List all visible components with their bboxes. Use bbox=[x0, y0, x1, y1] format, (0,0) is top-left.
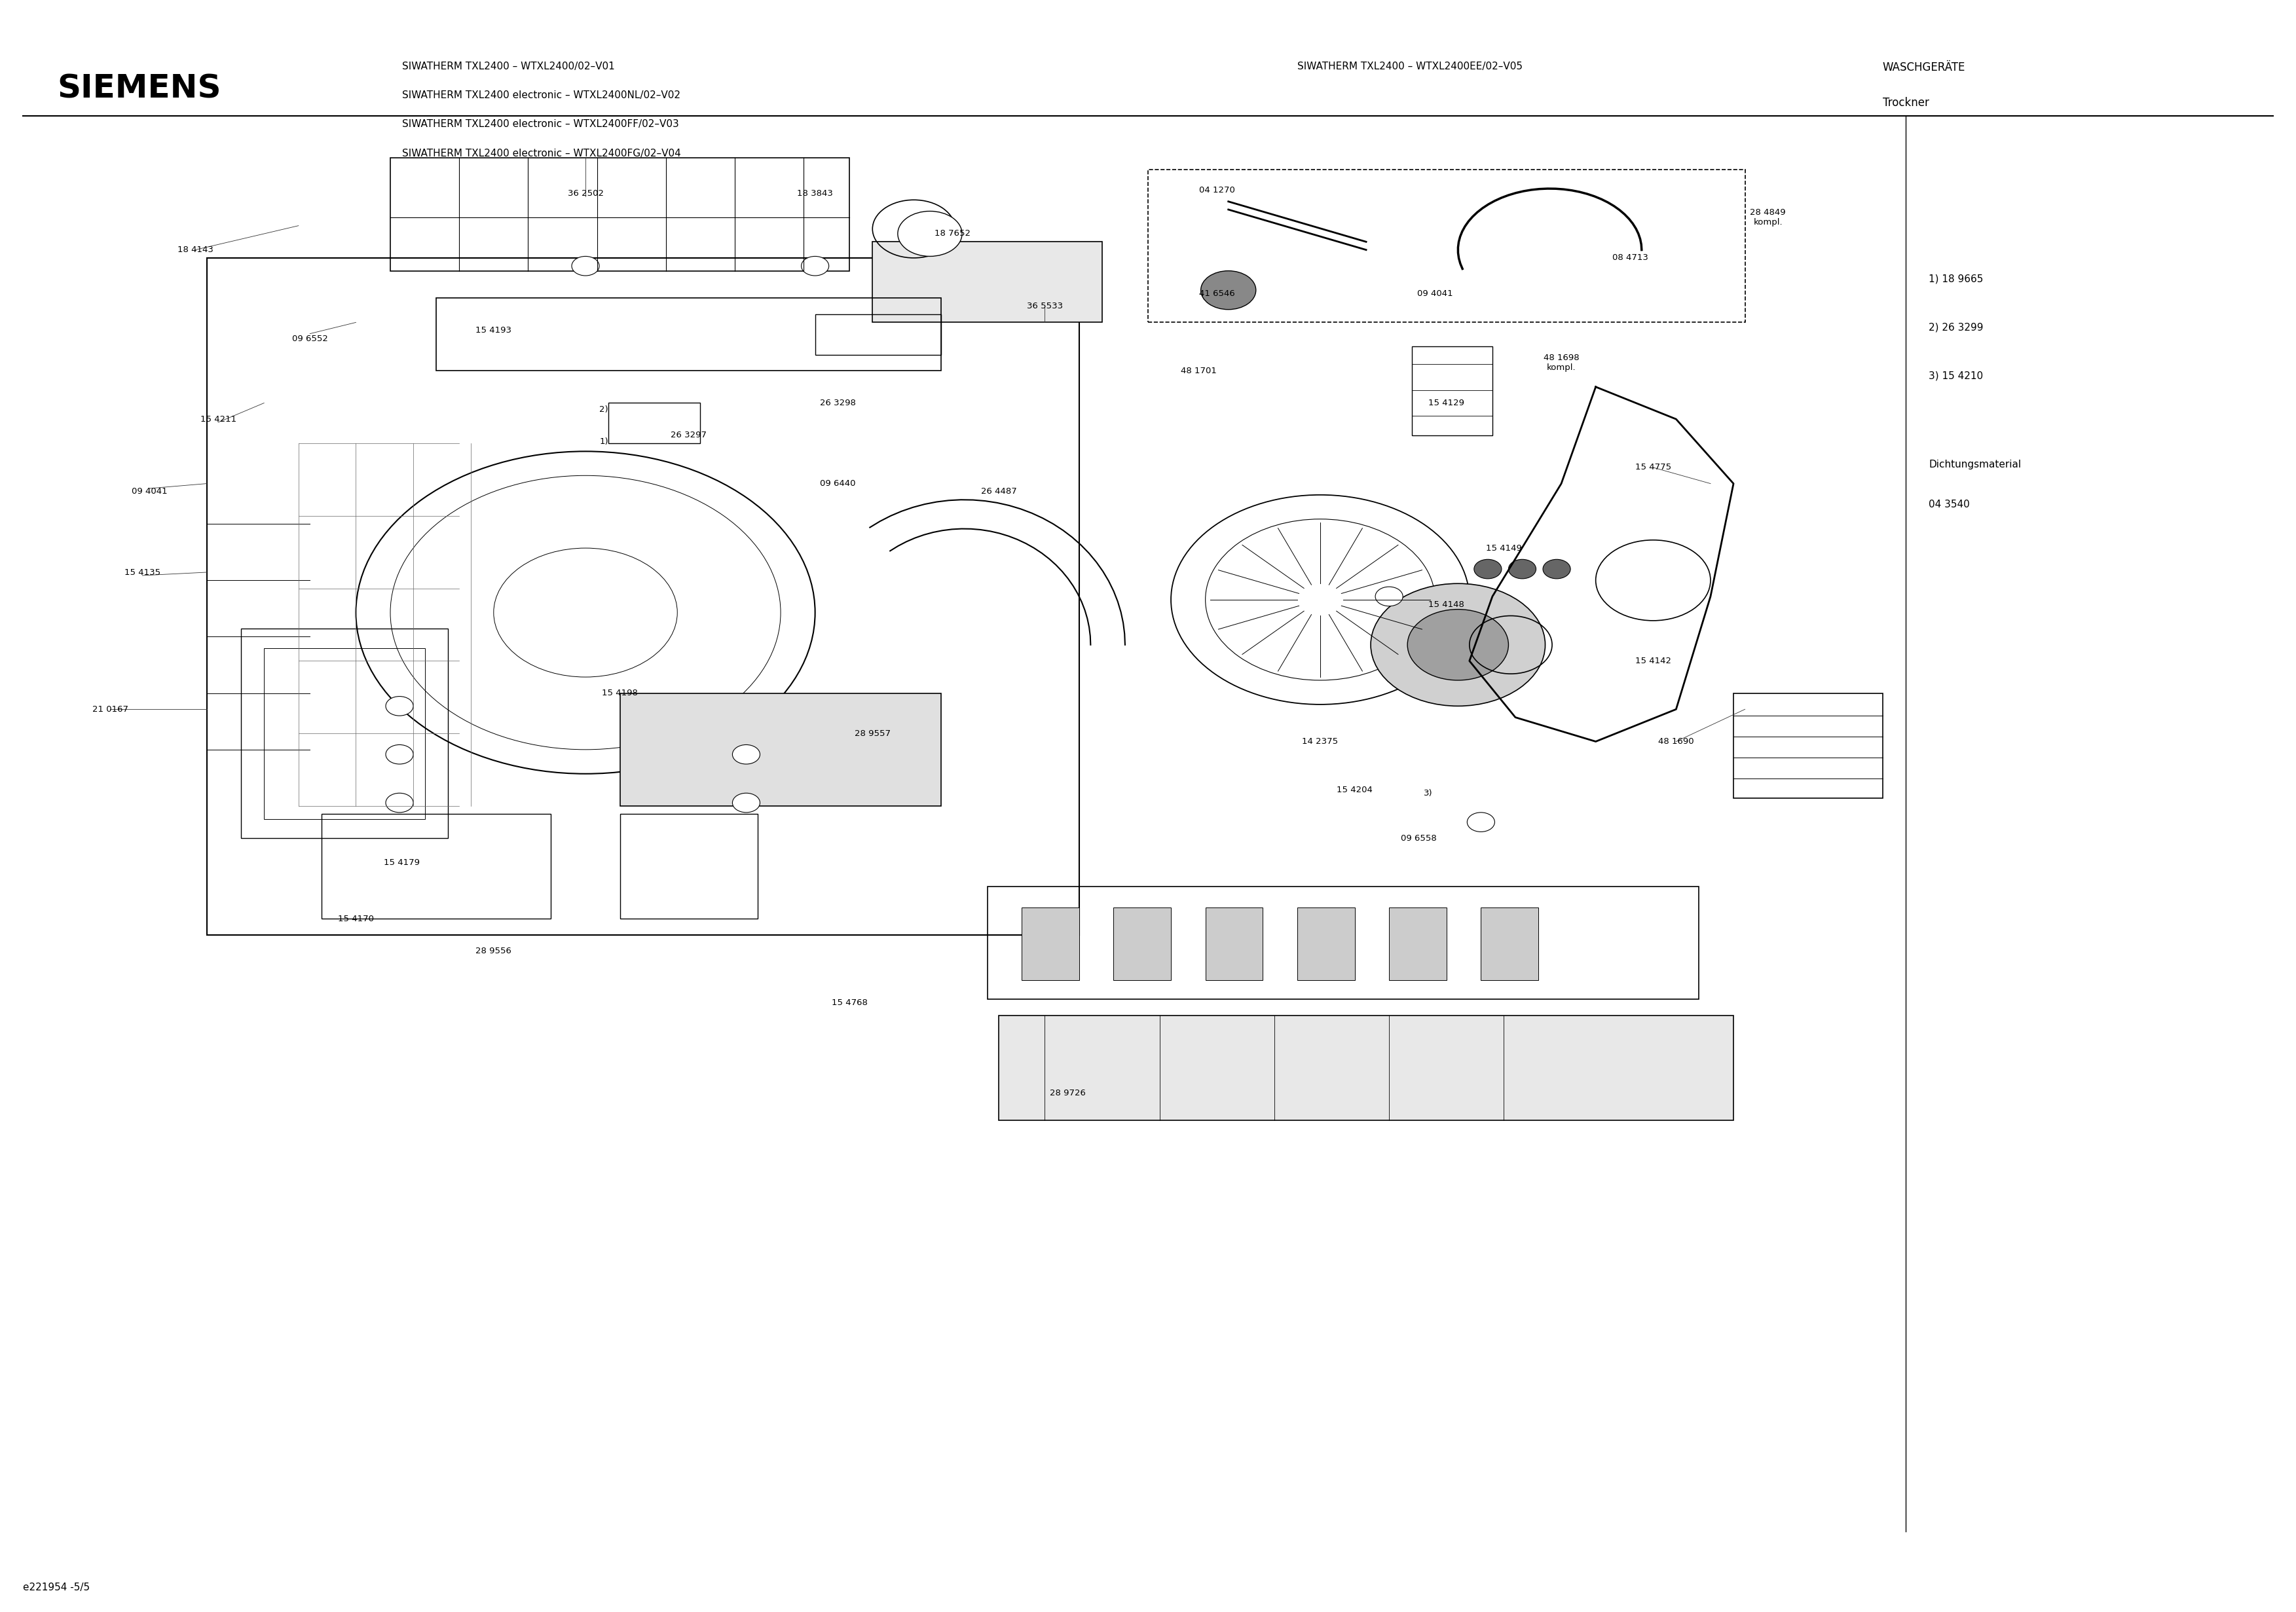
Text: 2) 26 3299: 2) 26 3299 bbox=[1929, 322, 1984, 332]
Text: 15 4198: 15 4198 bbox=[602, 688, 638, 698]
Text: 28 4849
kompl.: 28 4849 kompl. bbox=[1750, 208, 1786, 227]
Text: 15 4193: 15 4193 bbox=[475, 326, 512, 335]
Bar bbox=[436, 298, 941, 371]
Bar bbox=[815, 314, 941, 355]
Text: 1) 18 9665: 1) 18 9665 bbox=[1929, 274, 1984, 284]
Text: 15 4204: 15 4204 bbox=[1336, 785, 1373, 795]
Circle shape bbox=[386, 696, 413, 716]
Text: 09 6552: 09 6552 bbox=[292, 334, 328, 343]
Text: 48 1698
kompl.: 48 1698 kompl. bbox=[1543, 353, 1580, 372]
Text: 15 4129: 15 4129 bbox=[1428, 398, 1465, 408]
Text: 3) 15 4210: 3) 15 4210 bbox=[1929, 371, 1984, 380]
Text: 48 1701: 48 1701 bbox=[1180, 366, 1217, 376]
Text: Trockner: Trockner bbox=[1883, 97, 1929, 108]
Text: 09 6558: 09 6558 bbox=[1401, 833, 1437, 843]
Circle shape bbox=[1508, 559, 1536, 579]
Text: 1): 1) bbox=[599, 437, 608, 447]
Bar bbox=[1412, 347, 1492, 435]
Text: 04 1270: 04 1270 bbox=[1199, 185, 1235, 195]
Text: SIEMENS: SIEMENS bbox=[57, 73, 220, 105]
Bar bbox=[1022, 908, 1079, 980]
Bar bbox=[207, 258, 1079, 935]
Text: 14 2375: 14 2375 bbox=[1302, 737, 1339, 746]
Text: 09 6440: 09 6440 bbox=[820, 479, 856, 488]
Text: 15 4170: 15 4170 bbox=[338, 914, 374, 924]
Circle shape bbox=[572, 256, 599, 276]
Circle shape bbox=[1407, 609, 1508, 680]
Circle shape bbox=[801, 256, 829, 276]
Text: WASCHGERÄTE: WASCHGERÄTE bbox=[1883, 61, 1965, 73]
Bar bbox=[321, 814, 551, 919]
Bar bbox=[390, 158, 850, 271]
Circle shape bbox=[386, 745, 413, 764]
Circle shape bbox=[1375, 587, 1403, 606]
Bar bbox=[1389, 908, 1446, 980]
Text: 08 4713: 08 4713 bbox=[1612, 253, 1649, 263]
Text: 2): 2) bbox=[599, 405, 608, 414]
Text: SIWATHERM TXL2400 electronic – WTXL2400FF/02–V03: SIWATHERM TXL2400 electronic – WTXL2400F… bbox=[402, 119, 680, 129]
Text: e221954 -5/5: e221954 -5/5 bbox=[23, 1583, 90, 1593]
Text: 04 3540: 04 3540 bbox=[1929, 500, 1970, 509]
Bar bbox=[620, 693, 941, 806]
Text: 21 0167: 21 0167 bbox=[92, 704, 129, 714]
Text: 26 4487: 26 4487 bbox=[980, 487, 1017, 496]
Text: 09 4041: 09 4041 bbox=[131, 487, 168, 496]
Bar bbox=[987, 887, 1699, 999]
Text: 15 4179: 15 4179 bbox=[383, 858, 420, 867]
Circle shape bbox=[1543, 559, 1570, 579]
Text: 18 3843: 18 3843 bbox=[797, 189, 833, 198]
Text: 26 3297: 26 3297 bbox=[670, 430, 707, 440]
Circle shape bbox=[386, 793, 413, 812]
Text: SIWATHERM TXL2400 electronic – WTXL2400FG/02–V04: SIWATHERM TXL2400 electronic – WTXL2400F… bbox=[402, 148, 680, 158]
Bar bbox=[999, 1016, 1733, 1120]
Bar bbox=[1297, 908, 1355, 980]
Text: 15 4211: 15 4211 bbox=[200, 414, 236, 424]
Text: 26 3298: 26 3298 bbox=[820, 398, 856, 408]
Bar bbox=[1733, 693, 1883, 798]
Text: 28 9556: 28 9556 bbox=[475, 946, 512, 956]
Circle shape bbox=[732, 793, 760, 812]
Text: 15 4149: 15 4149 bbox=[1486, 543, 1522, 553]
Circle shape bbox=[1474, 559, 1502, 579]
Text: 09 4041: 09 4041 bbox=[1417, 289, 1453, 298]
Bar bbox=[1148, 169, 1745, 322]
Text: 18 7652: 18 7652 bbox=[934, 229, 971, 239]
Text: 36 5533: 36 5533 bbox=[1026, 301, 1063, 311]
Text: 15 4148: 15 4148 bbox=[1428, 600, 1465, 609]
Bar bbox=[872, 242, 1102, 322]
Circle shape bbox=[732, 745, 760, 764]
Bar bbox=[1114, 908, 1171, 980]
Bar bbox=[264, 648, 425, 819]
Text: 41 6546: 41 6546 bbox=[1199, 289, 1235, 298]
Circle shape bbox=[1201, 271, 1256, 310]
Text: Dichtungsmaterial: Dichtungsmaterial bbox=[1929, 459, 2020, 469]
Text: 48 1690: 48 1690 bbox=[1658, 737, 1694, 746]
Text: 3): 3) bbox=[1424, 788, 1433, 798]
Text: SIWATHERM TXL2400 – WTXL2400EE/02–V05: SIWATHERM TXL2400 – WTXL2400EE/02–V05 bbox=[1297, 61, 1522, 71]
Text: SIWATHERM TXL2400 electronic – WTXL2400NL/02–V02: SIWATHERM TXL2400 electronic – WTXL2400N… bbox=[402, 90, 680, 100]
Text: SIWATHERM TXL2400 – WTXL2400/02–V01: SIWATHERM TXL2400 – WTXL2400/02–V01 bbox=[402, 61, 615, 71]
Text: 28 9726: 28 9726 bbox=[1049, 1088, 1086, 1098]
Circle shape bbox=[898, 211, 962, 256]
Text: 15 4135: 15 4135 bbox=[124, 567, 161, 577]
Text: 36 2502: 36 2502 bbox=[567, 189, 604, 198]
Text: 15 4775: 15 4775 bbox=[1635, 463, 1671, 472]
Text: 18 4143: 18 4143 bbox=[177, 245, 214, 255]
Bar bbox=[1205, 908, 1263, 980]
Text: 28 9557: 28 9557 bbox=[854, 729, 891, 738]
Bar bbox=[608, 403, 700, 443]
Text: 15 4142: 15 4142 bbox=[1635, 656, 1671, 666]
Bar bbox=[241, 629, 448, 838]
Bar bbox=[620, 814, 758, 919]
Text: 15 4768: 15 4768 bbox=[831, 998, 868, 1008]
Circle shape bbox=[1371, 584, 1545, 706]
Bar bbox=[1481, 908, 1538, 980]
Circle shape bbox=[1467, 812, 1495, 832]
